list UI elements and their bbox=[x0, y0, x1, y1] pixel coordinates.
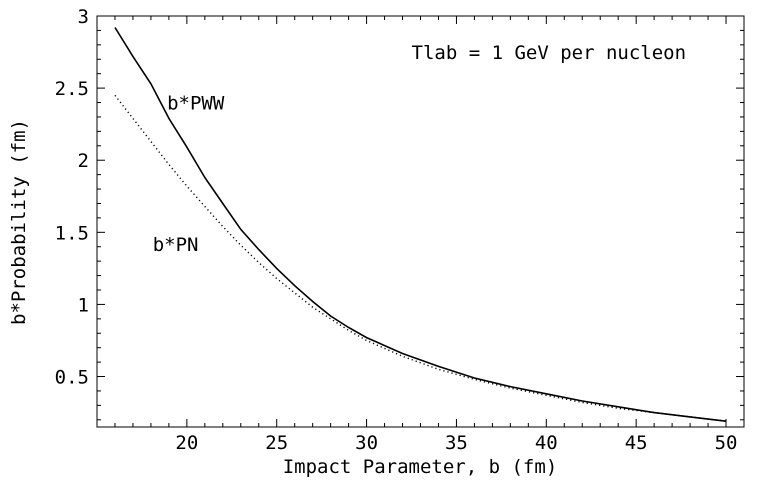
x-tick-label: 30 bbox=[355, 432, 378, 454]
x-tick-label: 50 bbox=[715, 432, 738, 454]
y-tick-label: 0.5 bbox=[55, 367, 89, 389]
series-line-pn bbox=[114, 94, 727, 422]
ticks-layer: 20 25 30 35 40 45 50 0.5 1 1.5 2 2.5 3 bbox=[55, 6, 745, 454]
x-tick-label: 40 bbox=[535, 432, 558, 454]
annotation-tlab: Tlab = 1 GeV per nucleon bbox=[412, 42, 687, 64]
annotation-series-pn: b*PN bbox=[153, 234, 199, 256]
y-tick-label: 2.5 bbox=[55, 78, 89, 100]
y-tick-label: 2 bbox=[78, 150, 89, 172]
x-tick-label: 25 bbox=[265, 432, 288, 454]
annotation-layer: Tlab = 1 GeV per nucleon b*PWW b*PN bbox=[153, 42, 686, 256]
annotation-series-pww: b*PWW bbox=[167, 93, 225, 115]
x-tick-label: 35 bbox=[445, 432, 468, 454]
plot-frame bbox=[96, 15, 745, 428]
series-line-pww bbox=[114, 27, 727, 422]
series-layer bbox=[114, 27, 727, 422]
x-axis-label: Impact Parameter, b (fm) bbox=[283, 456, 558, 478]
x-tick-label: 20 bbox=[175, 432, 198, 454]
x-tick-label: 45 bbox=[625, 432, 648, 454]
y-tick-label: 3 bbox=[78, 6, 89, 28]
y-tick-label: 1.5 bbox=[55, 222, 89, 244]
y-axis-label: b*Probability (fm) bbox=[8, 119, 30, 325]
y-tick-label: 1 bbox=[78, 294, 89, 316]
